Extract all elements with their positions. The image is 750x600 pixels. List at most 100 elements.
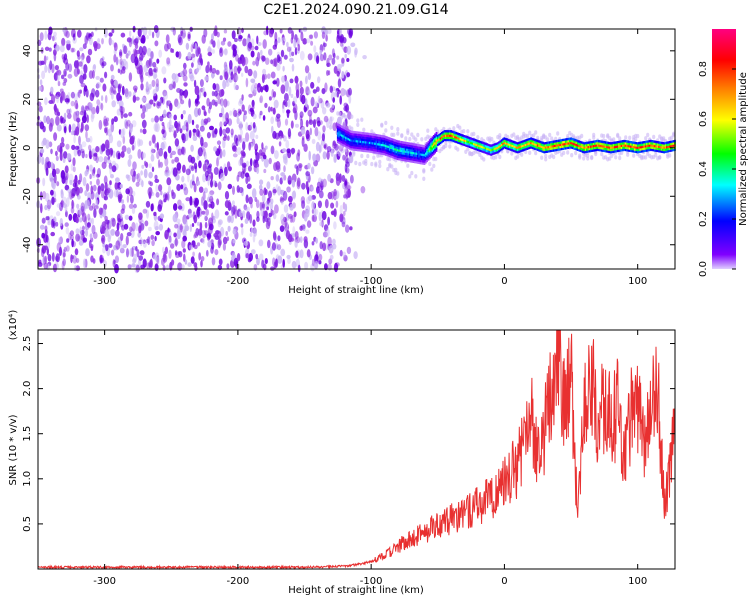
noise-speckle — [49, 60, 53, 71]
noise-speckle — [294, 239, 298, 248]
noise-speckle — [43, 262, 49, 270]
signal-halo — [406, 163, 410, 168]
signal-halo — [472, 131, 476, 137]
noise-speckle — [262, 215, 266, 224]
signal-cell — [554, 144, 556, 147]
noise-speckle — [187, 173, 190, 183]
signal-cell — [642, 141, 644, 144]
noise-speckle — [253, 87, 257, 93]
signal-cell — [652, 146, 655, 150]
signal-cell — [359, 138, 362, 141]
signal-cell — [375, 149, 378, 152]
signal-cell — [416, 150, 419, 153]
noise-speckle — [174, 138, 180, 147]
noise-speckle — [194, 165, 198, 174]
noise-speckle — [181, 146, 186, 156]
signal-cell — [387, 136, 390, 140]
signal-cell — [422, 158, 424, 161]
signal-cell — [594, 140, 596, 143]
noise-speckle — [108, 149, 111, 155]
noise-speckle — [116, 92, 121, 102]
noise-speckle — [336, 55, 340, 60]
noise-speckle — [84, 124, 90, 132]
signal-cell — [622, 140, 624, 143]
noise-speckle — [321, 88, 326, 95]
noise-speckle — [208, 192, 214, 200]
signal-cell — [658, 143, 660, 146]
signal-cell — [502, 147, 504, 150]
noise-speckle — [78, 61, 83, 67]
signal-cell — [340, 138, 343, 141]
noise-speckle — [232, 145, 237, 152]
signal-cell — [664, 150, 667, 153]
signal-halo — [370, 161, 374, 167]
signal-cell — [358, 149, 361, 152]
signal-halo — [408, 174, 412, 179]
noise-speckle — [360, 186, 366, 194]
noise-speckle — [159, 161, 163, 168]
noise-speckle — [216, 157, 219, 167]
signal-cell — [578, 149, 580, 152]
signal-cell — [406, 152, 408, 156]
signal-cell — [579, 143, 582, 146]
noise-speckle — [345, 224, 350, 233]
signal-cell — [570, 143, 572, 147]
signal-cell — [507, 138, 510, 142]
signal-cell — [396, 151, 399, 154]
noise-speckle — [182, 133, 186, 144]
signal-cell — [371, 150, 374, 154]
noise-speckle — [272, 107, 276, 115]
noise-speckle — [282, 148, 286, 153]
noise-speckle — [155, 78, 159, 87]
noise-speckle — [251, 188, 257, 199]
noise-speckle — [241, 227, 244, 236]
noise-speckle — [62, 249, 66, 259]
signal-cell — [474, 147, 476, 150]
noise-speckle — [139, 128, 143, 133]
noise-speckle — [289, 78, 294, 84]
signal-cell — [571, 142, 574, 145]
signal-cell — [547, 148, 550, 151]
signal-cell — [440, 140, 443, 144]
noise-speckle — [260, 55, 265, 61]
signal-cell — [436, 141, 439, 144]
noise-speckle — [61, 136, 65, 144]
noise-speckle — [42, 177, 46, 187]
signal-cell — [414, 145, 416, 148]
y-tick-label: 0 — [22, 145, 33, 151]
noise-speckle — [78, 217, 83, 223]
noise-speckle — [353, 251, 358, 260]
signal-cell — [483, 142, 486, 145]
signal-halo — [566, 150, 570, 155]
noise-speckle — [64, 184, 70, 191]
signal-cell — [560, 145, 563, 148]
noise-speckle — [339, 41, 344, 47]
noise-speckle — [195, 98, 199, 104]
noise-speckle — [45, 167, 49, 177]
signal-cell — [623, 139, 626, 143]
signal-cell — [562, 141, 564, 144]
noise-speckle — [99, 77, 104, 83]
signal-cell — [504, 137, 507, 141]
noise-speckle — [91, 169, 96, 176]
noise-speckle — [97, 38, 101, 44]
noise-speckle — [182, 74, 188, 82]
signal-cell — [559, 143, 562, 147]
signal-cell — [383, 148, 386, 151]
noise-speckle — [296, 180, 301, 190]
noise-speckle — [44, 64, 48, 73]
noise-speckle — [311, 138, 316, 145]
noise-speckle — [190, 44, 194, 53]
noise-speckle — [339, 249, 343, 257]
signal-cell — [671, 140, 674, 143]
signal-cell — [428, 156, 431, 160]
signal-cell — [363, 138, 366, 142]
noise-speckle — [222, 138, 226, 149]
noise-speckle — [75, 180, 79, 188]
signal-cell — [510, 144, 512, 147]
signal-cell — [388, 143, 391, 147]
noise-speckle — [85, 130, 88, 140]
noise-speckle — [288, 86, 292, 96]
signal-cell — [432, 139, 435, 142]
noise-speckle — [291, 179, 296, 188]
